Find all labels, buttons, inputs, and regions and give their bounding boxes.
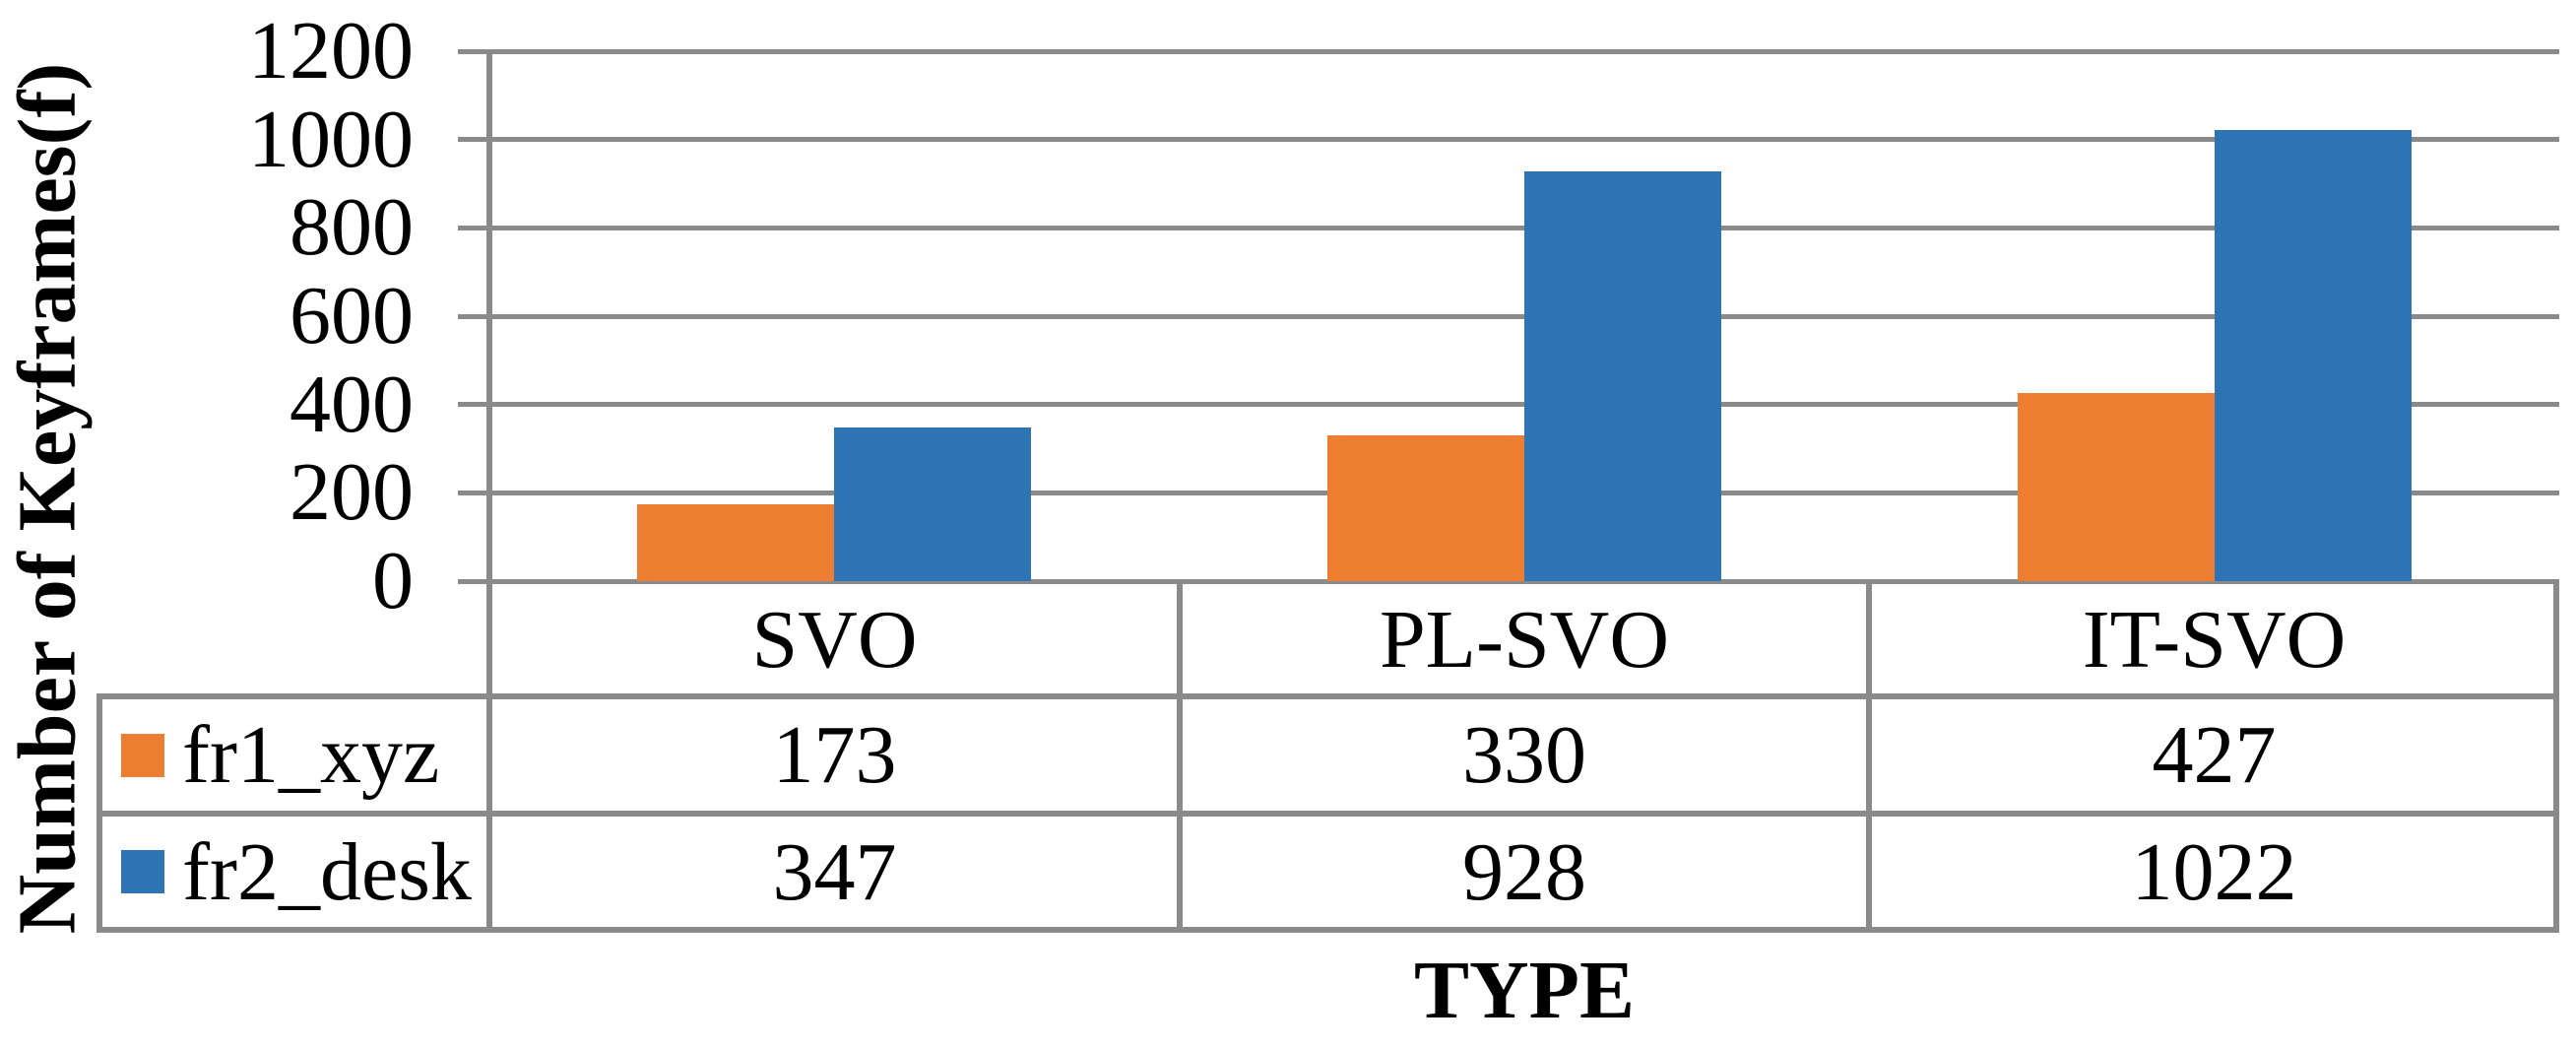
category-header-svo: SVO [751,593,918,686]
y-axis-line [486,49,492,933]
gridline-y-1000 [458,137,2559,143]
legend-label-fr1-xyz: fr1_xyz [182,709,440,801]
category-header-pl-svo: PL-SVO [1379,593,1670,686]
bar-fr2_desk-svo [834,427,1032,581]
value-fr2-desk-it-svo: 1022 [2131,825,2297,918]
x-axis-title: TYPE [1413,944,1636,1036]
gridline-y-400 [458,402,2559,408]
gridline-y-1200 [458,48,2559,54]
category-header-it-svo: IT-SVO [2082,593,2347,686]
table-border-row2-top [97,811,2559,817]
bar-fr1_xyz-pl-svo [1327,435,1524,581]
table-border-row1-top [97,693,2559,699]
gridline-y-0 [458,578,2559,584]
table-border-col2 [1177,581,1183,933]
gridline-y-800 [458,225,2559,230]
bar-fr1_xyz-svo [637,504,835,581]
value-fr1-xyz-svo: 173 [772,709,897,801]
legend-swatch-fr2-desk [121,850,164,893]
table-border-right [2553,581,2559,933]
value-fr1-xyz-it-svo: 427 [2152,709,2277,801]
y-tick-label-0: 0 [372,535,414,626]
value-fr2-desk-pl-svo: 928 [1462,825,1586,918]
gridline-y-600 [458,313,2559,319]
legend-row-fr2-desk: fr2_desk [97,814,489,930]
bar-fr2_desk-pl-svo [1524,170,1721,581]
y-tick-label-1200: 1200 [248,5,414,97]
legend-label-fr2-desk: fr2_desk [182,825,472,918]
y-tick-label-1000: 1000 [248,93,414,185]
table-border-col3 [1866,581,1872,933]
y-tick-label-400: 400 [290,358,414,450]
legend-row-fr1-xyz: fr1_xyz [97,696,489,814]
value-fr2-desk-svo: 347 [772,825,897,918]
y-tick-label-800: 800 [290,181,414,274]
y-tick-label-200: 200 [290,446,414,539]
table-border-left [97,693,102,933]
bar-fr2_desk-it-svo [2214,129,2412,581]
y-tick-label-600: 600 [290,270,414,361]
legend-swatch-fr1-xyz [121,733,164,777]
value-fr1-xyz-pl-svo: 330 [1462,709,1586,801]
bar-fr1_xyz-it-svo [2017,392,2215,581]
table-border-bottom [97,927,2559,933]
